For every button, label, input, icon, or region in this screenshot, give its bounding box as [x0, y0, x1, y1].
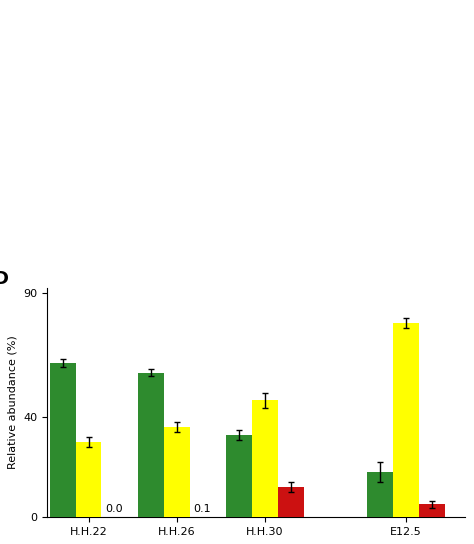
- Bar: [393, 323, 419, 517]
- Bar: [164, 428, 190, 517]
- Bar: [367, 472, 393, 517]
- Bar: [75, 442, 101, 517]
- Bar: [419, 504, 445, 517]
- Text: 0.0: 0.0: [106, 504, 123, 514]
- Text: 0.1: 0.1: [194, 504, 211, 514]
- Bar: [138, 373, 164, 517]
- Text: A: A: [9, 9, 23, 27]
- Text: C: C: [327, 9, 340, 27]
- Bar: [278, 487, 303, 517]
- Text: B: B: [171, 9, 184, 27]
- Text: D: D: [0, 270, 8, 288]
- Bar: [226, 435, 252, 517]
- Text: HH26
chick: HH26 chick: [267, 250, 294, 271]
- Text: HH30
chick: HH30 chick: [433, 250, 460, 271]
- Bar: [252, 400, 278, 517]
- Text: HH22
chick: HH22 chick: [101, 250, 128, 271]
- Bar: [50, 363, 75, 517]
- Y-axis label: Relative abundance (%): Relative abundance (%): [8, 336, 18, 469]
